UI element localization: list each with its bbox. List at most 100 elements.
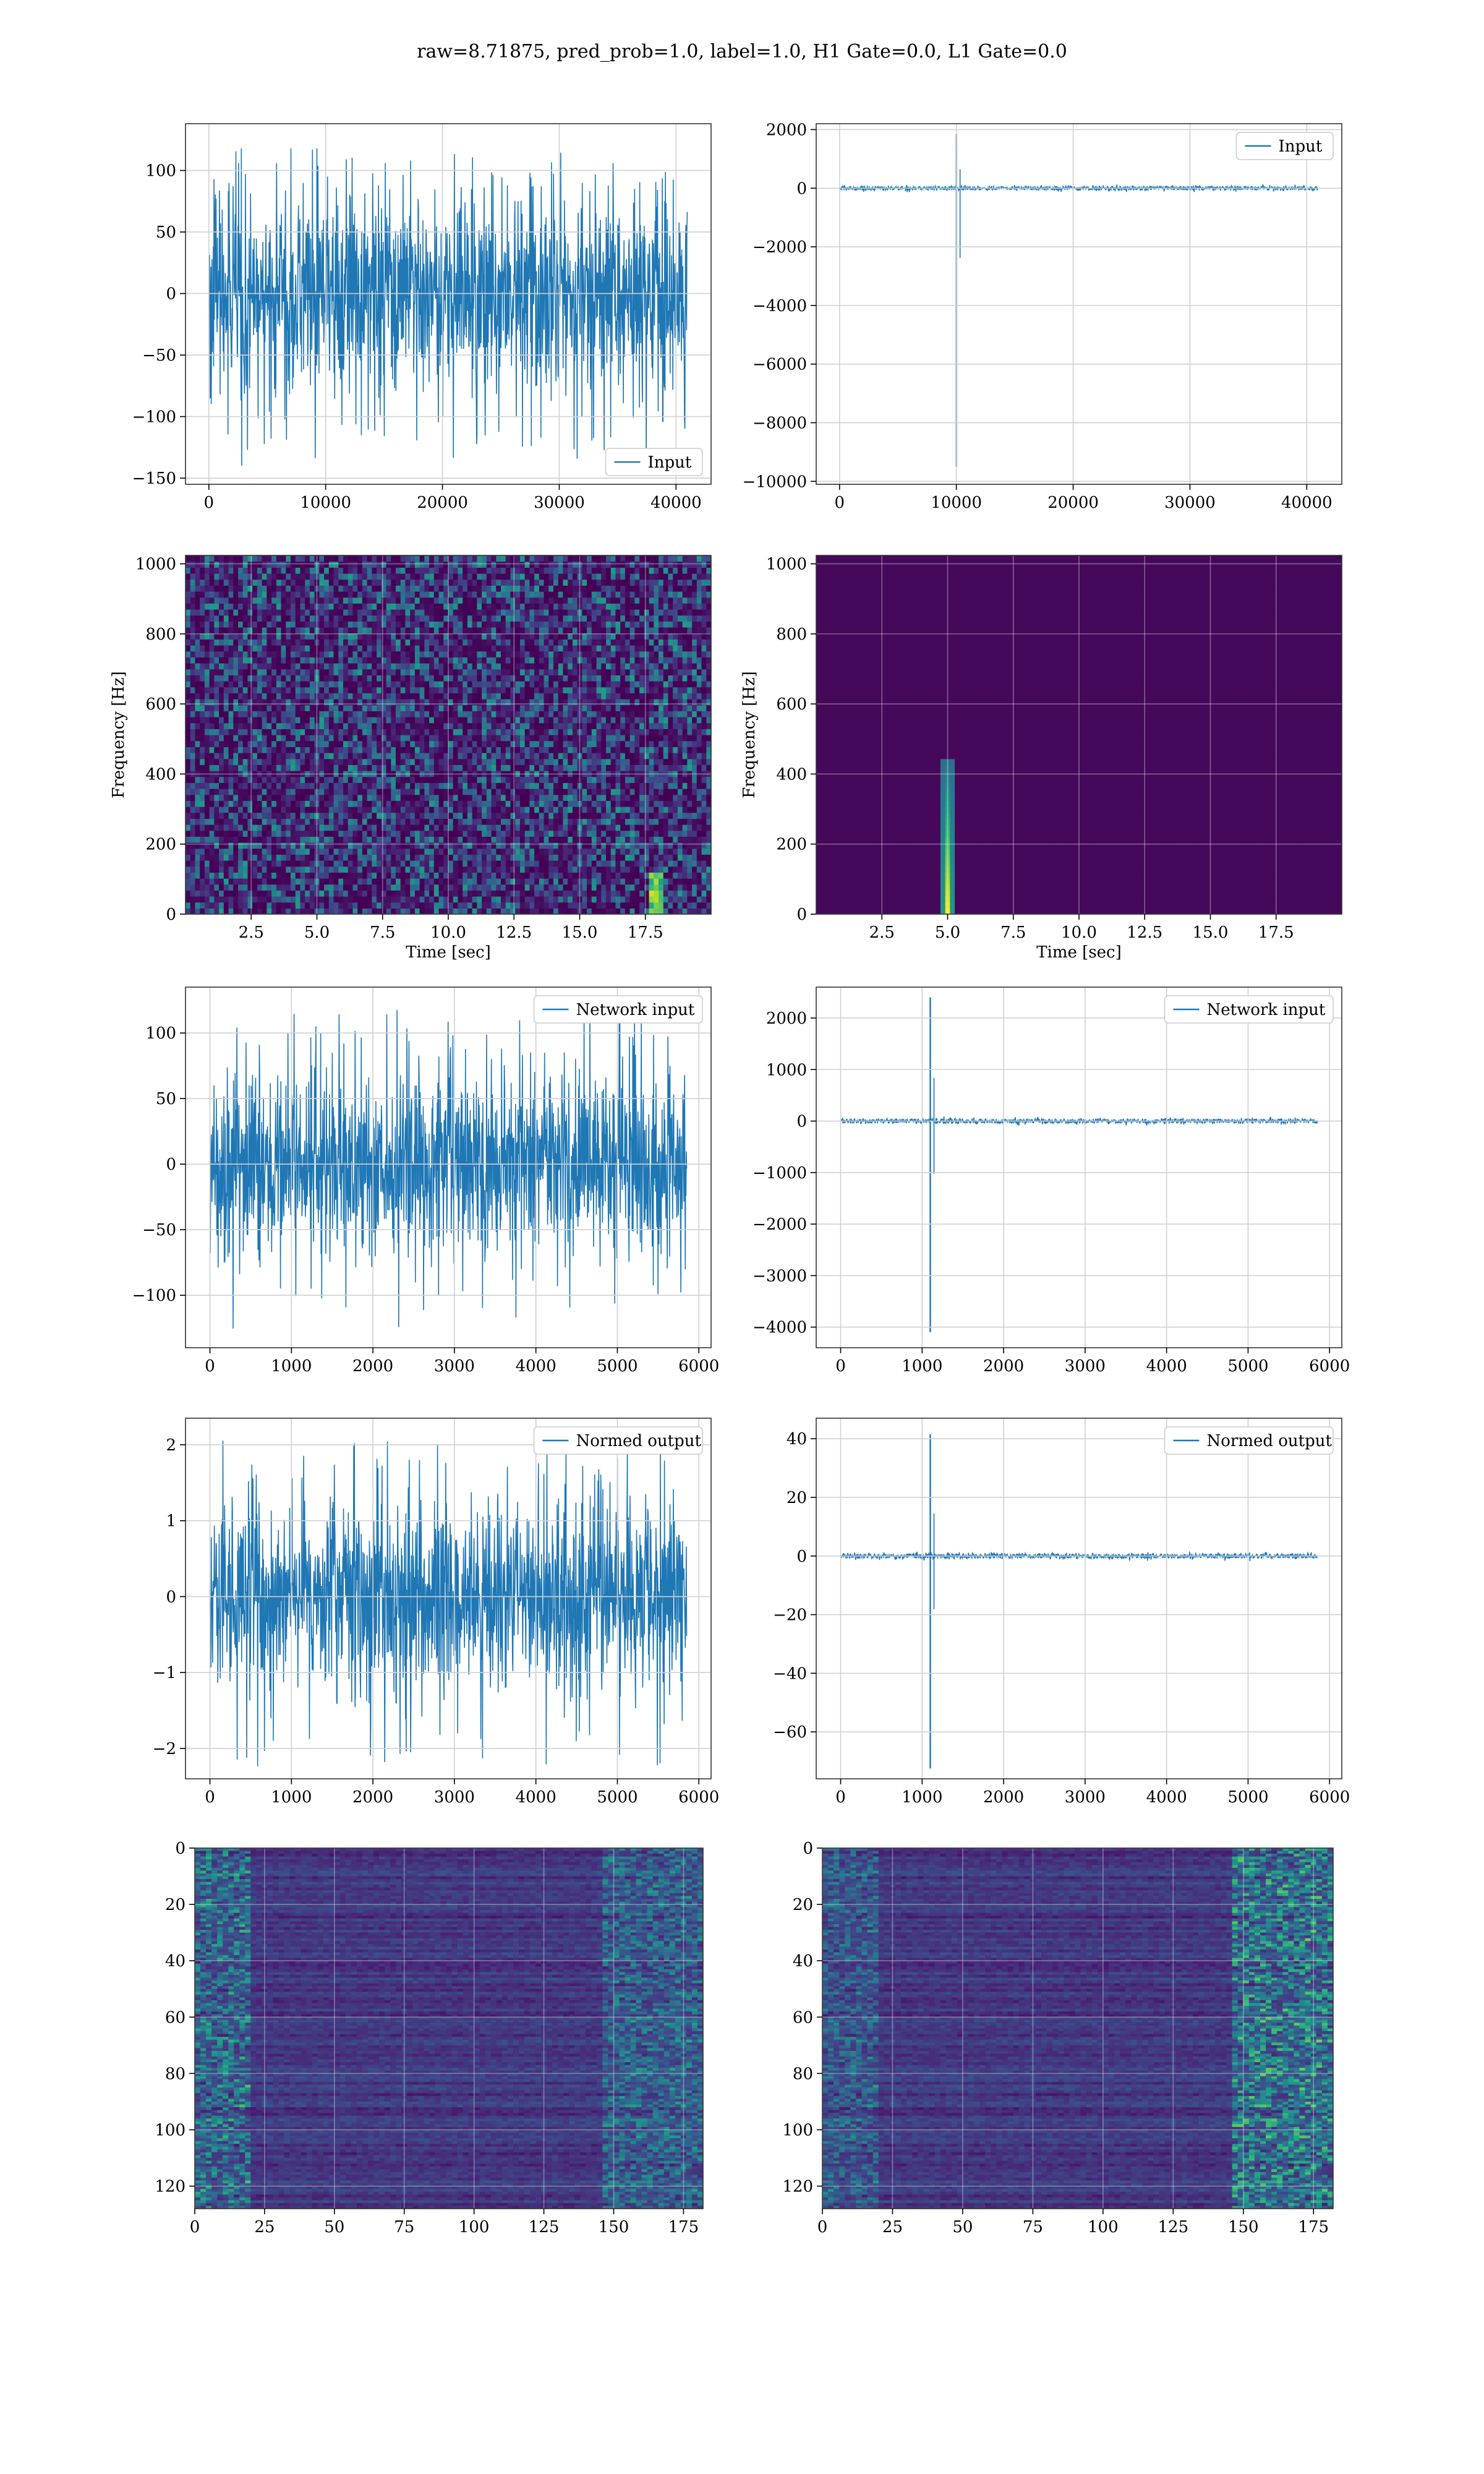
- heatmap-cell: [563, 878, 568, 885]
- heatmap-cell: [568, 591, 573, 598]
- heatmap-cell: [548, 609, 554, 616]
- heatmap-cell: [328, 639, 335, 646]
- heatmap-cell: [472, 555, 477, 562]
- heatmap-cell: [568, 807, 573, 813]
- heatmap-cell: [458, 645, 463, 652]
- heatmap-cell: [414, 561, 420, 568]
- heatmap-cell: [463, 896, 468, 903]
- heatmap-cell: [300, 878, 305, 885]
- heatmap-cell: [195, 896, 200, 903]
- heatmap-cell: [333, 627, 339, 634]
- heatmap-cell: [247, 699, 253, 706]
- heatmap-cell: [286, 878, 291, 885]
- heatmap-cell: [352, 609, 358, 616]
- heatmap-cell: [209, 818, 215, 825]
- heatmap-cell: [477, 758, 482, 765]
- heatmap-cell: [568, 621, 573, 628]
- heatmap-cell: [563, 657, 568, 664]
- heatmap-cell: [219, 884, 224, 891]
- heatmap-cell: [501, 842, 506, 849]
- heatmap-cell: [242, 699, 249, 706]
- heatmap-cell: [262, 854, 267, 861]
- heatmap-cell: [195, 830, 200, 837]
- heatmap-cell: [458, 866, 463, 873]
- heatmap-cell: [271, 860, 277, 867]
- heatmap-cell: [433, 753, 440, 760]
- heatmap-cell: [223, 669, 229, 675]
- y-tick-label: −4000: [753, 297, 807, 315]
- heatmap-cell: [501, 818, 506, 825]
- heatmap-cell: [529, 890, 535, 897]
- heatmap-cell: [333, 561, 339, 568]
- heatmap-cell: [477, 854, 482, 861]
- heatmap-cell: [186, 836, 191, 843]
- heatmap-cell: [463, 848, 468, 855]
- heatmap-cell: [424, 836, 430, 843]
- heatmap-cell: [534, 639, 540, 646]
- heatmap-cell: [501, 789, 506, 795]
- heatmap-cell: [343, 555, 349, 562]
- heatmap-cell: [429, 573, 435, 580]
- heatmap-cell: [328, 711, 335, 717]
- heatmap-cell: [214, 789, 220, 795]
- heatmap-cell: [300, 633, 305, 640]
- heatmap-cell: [223, 597, 229, 604]
- heatmap-cell: [377, 890, 382, 897]
- heatmap-cell: [214, 627, 220, 634]
- heatmap-cell: [501, 669, 506, 675]
- heatmap-cell: [438, 681, 444, 688]
- heatmap-cell: [548, 633, 554, 640]
- heatmap-cell: [453, 615, 459, 622]
- heatmap-cell: [228, 818, 234, 825]
- heatmap-cell: [276, 902, 282, 909]
- heatmap-cell: [501, 722, 506, 729]
- heatmap-cell: [314, 669, 320, 675]
- heatmap-cell: [505, 794, 511, 801]
- heatmap-cell: [214, 771, 220, 777]
- heatmap-cell: [400, 597, 406, 604]
- heatmap-cell: [343, 747, 349, 753]
- heatmap-cell: [433, 908, 440, 914]
- heatmap-cell: [190, 771, 196, 777]
- heatmap-cell: [372, 848, 377, 855]
- heatmap-cell: [529, 908, 535, 914]
- heatmap-cell: [443, 860, 449, 867]
- heatmap-cell: [247, 758, 253, 765]
- heatmap-cell: [429, 699, 435, 706]
- heatmap-cell: [510, 794, 516, 801]
- heatmap-cell: [233, 555, 239, 562]
- heatmap-cell: [267, 603, 272, 610]
- heatmap-cell: [267, 771, 272, 777]
- heatmap-cell: [524, 711, 530, 717]
- heatmap-cell: [510, 824, 516, 831]
- heatmap-cell: [252, 687, 258, 693]
- heatmap-cell: [295, 633, 301, 640]
- heatmap-cell: [438, 717, 444, 724]
- heatmap-cell: [291, 717, 296, 724]
- heatmap-cell: [534, 651, 540, 657]
- heatmap-cell: [529, 657, 535, 664]
- heatmap-cell: [357, 567, 363, 574]
- heatmap-cell: [372, 663, 377, 670]
- heatmap-cell: [262, 782, 267, 789]
- heatmap-cell: [271, 615, 277, 622]
- heatmap-cell: [438, 776, 444, 783]
- heatmap-cell: [429, 854, 435, 861]
- heatmap-cell: [367, 687, 372, 693]
- heatmap-cell: [367, 782, 372, 789]
- heatmap-cell: [414, 776, 420, 783]
- heatmap-cell: [510, 687, 516, 693]
- heatmap-cell: [405, 699, 411, 706]
- heatmap-cell: [204, 729, 210, 735]
- heatmap-cell: [529, 729, 535, 735]
- heatmap-cell: [429, 824, 435, 831]
- heatmap-cell: [534, 687, 540, 693]
- heatmap-cell: [276, 615, 282, 622]
- heatmap-cell: [305, 800, 310, 807]
- heatmap-cell: [357, 884, 363, 891]
- heatmap-cell: [553, 830, 559, 837]
- heatmap-cell: [410, 603, 416, 610]
- heatmap-cell: [419, 747, 425, 753]
- heatmap-cell: [271, 758, 277, 765]
- heatmap-cell: [568, 771, 573, 777]
